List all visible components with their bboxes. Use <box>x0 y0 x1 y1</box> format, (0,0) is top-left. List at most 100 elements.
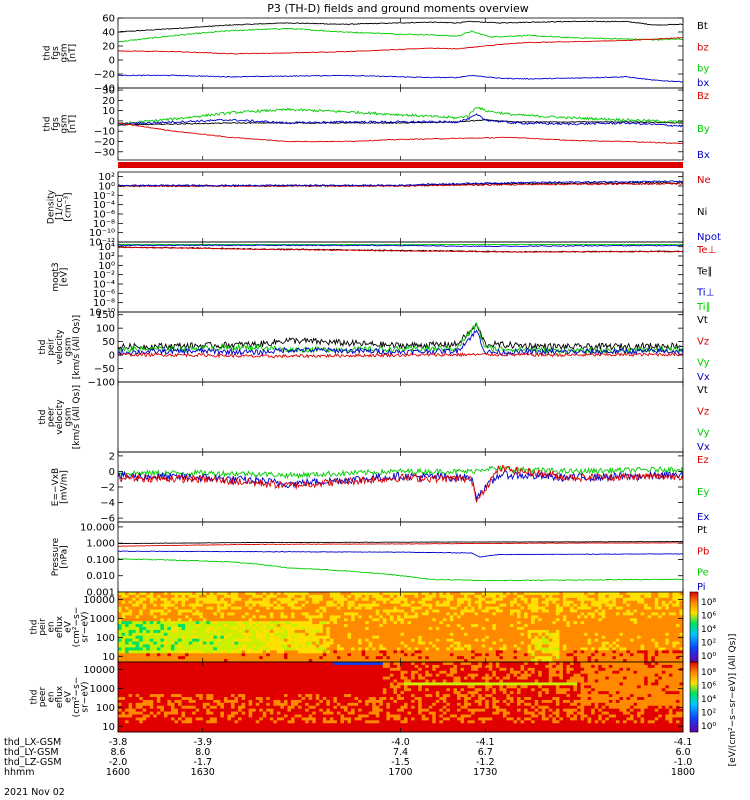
heatmap-cell <box>453 621 458 625</box>
heatmap-cell <box>615 606 620 610</box>
heatmap-cell <box>665 606 670 610</box>
heatmap-cell <box>658 635 663 640</box>
heatmap-cell <box>294 635 299 640</box>
heatmap-cell <box>174 638 179 642</box>
heatmap-cell <box>174 618 179 622</box>
heatmap-cell <box>280 641 285 645</box>
heatmap-cell <box>605 606 610 610</box>
heatmap-cell <box>615 647 620 651</box>
y-tick-label: 10⁻² <box>93 191 115 202</box>
heatmap-cell <box>404 632 408 637</box>
heatmap-cell <box>139 659 144 663</box>
heatmap-cell <box>651 597 656 602</box>
heatmap-cell <box>598 594 603 599</box>
heatmap-cell <box>315 632 320 637</box>
heatmap-cell <box>601 606 606 610</box>
heatmap-cell <box>647 629 652 634</box>
heatmap-cell <box>322 638 327 642</box>
heatmap-cell <box>531 635 536 640</box>
heatmap-cell <box>499 629 504 634</box>
heatmap-cell <box>128 635 133 640</box>
heatmap-cell <box>361 632 366 637</box>
heatmap-cell <box>149 729 154 733</box>
heatmap-cell <box>598 638 603 642</box>
heatmap-cell <box>231 603 235 607</box>
heatmap-cell <box>125 664 129 669</box>
heatmap-cell <box>195 705 200 710</box>
heatmap-cell <box>280 653 285 657</box>
heatmap-cell <box>188 600 193 605</box>
heatmap-cell <box>149 662 154 666</box>
heatmap-cell <box>160 656 165 660</box>
heatmap-cell <box>192 597 197 602</box>
heatmap-cell <box>312 653 317 657</box>
heatmap-cell <box>386 618 391 622</box>
heatmap-cell <box>283 612 288 616</box>
heatmap-cell <box>199 691 204 695</box>
heatmap-cell <box>580 653 585 657</box>
heatmap-cell <box>185 612 190 616</box>
heatmap-cell <box>577 615 581 619</box>
heatmap-cell <box>637 653 642 657</box>
heatmap-cell <box>139 632 144 637</box>
heatmap-cell <box>559 624 564 628</box>
heatmap-cell <box>562 600 567 605</box>
heatmap-cell <box>400 618 405 622</box>
heatmap-cell <box>393 594 398 599</box>
heatmap-cell <box>630 606 634 610</box>
heatmap-cell <box>178 650 182 654</box>
heatmap-cell <box>220 606 225 610</box>
heatmap-cell <box>255 650 260 654</box>
heatmap-cell <box>485 656 490 660</box>
heatmap-cell <box>453 597 458 602</box>
heatmap-cell <box>160 662 165 666</box>
heatmap-cell <box>178 676 182 680</box>
heatmap-cell <box>202 615 207 619</box>
heatmap-cell <box>442 621 447 625</box>
heatmap-cell <box>188 694 193 698</box>
heatmap-cell <box>132 682 137 686</box>
heatmap-cell <box>375 641 380 645</box>
heatmap-cell <box>132 638 137 642</box>
heatmap-cell <box>651 592 656 596</box>
heatmap-cell <box>283 647 288 651</box>
heatmap-cell <box>478 609 483 613</box>
heatmap-cell <box>457 659 461 663</box>
heatmap-cell <box>283 638 288 642</box>
heatmap-cell <box>654 659 659 663</box>
heatmap-cell <box>202 600 207 605</box>
heatmap-cell <box>128 650 133 654</box>
heatmap-cell <box>273 606 278 610</box>
heatmap-cell <box>368 606 373 610</box>
heatmap-cell <box>668 656 673 660</box>
heatmap-cell <box>509 609 514 613</box>
heatmap-cell <box>153 673 158 677</box>
heatmap-cell <box>220 729 225 733</box>
heatmap-cell <box>156 664 161 669</box>
y-axis-label: gsm <box>59 43 69 62</box>
heatmap-cell <box>672 612 677 616</box>
heatmap-cell <box>312 650 317 654</box>
heatmap-cell <box>125 682 129 686</box>
series-line-bz <box>117 37 684 55</box>
heatmap-cell <box>227 673 232 677</box>
heatmap-cell <box>488 597 493 602</box>
heatmap-cell <box>142 667 147 672</box>
heatmap-cell <box>167 726 172 730</box>
heatmap-cell <box>541 656 546 660</box>
heatmap-cell <box>524 615 529 619</box>
heatmap-cell <box>329 594 334 599</box>
heatmap-cell <box>435 641 440 645</box>
heatmap-cell <box>181 711 186 715</box>
heatmap-cell <box>283 594 288 599</box>
heatmap-cell <box>372 618 377 622</box>
heatmap-cell <box>209 720 214 724</box>
heatmap-cell <box>206 592 211 596</box>
heatmap-cell <box>474 653 479 657</box>
heatmap-cell <box>291 621 295 625</box>
heatmap-cell <box>153 600 158 605</box>
heatmap-cell <box>446 615 451 619</box>
heatmap-cell <box>361 635 366 640</box>
heatmap-cell <box>358 650 363 654</box>
heatmap-cell <box>139 597 144 602</box>
